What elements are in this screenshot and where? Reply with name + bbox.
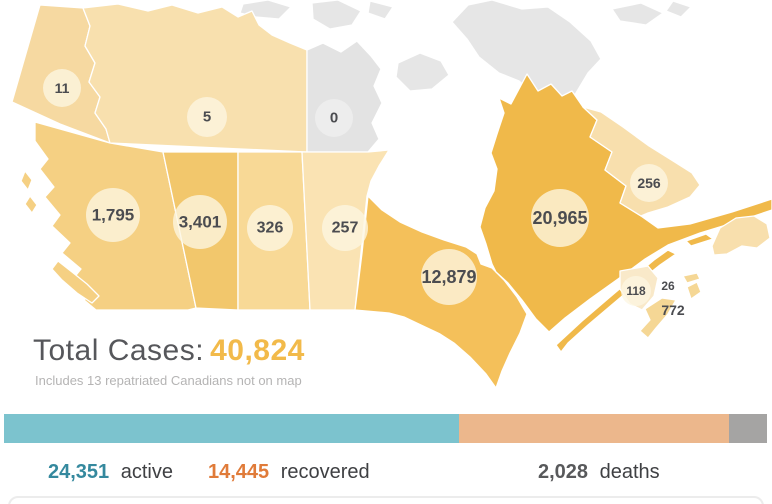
case-badge-circle-nt — [187, 97, 227, 137]
case-count-yt: 11 — [55, 80, 70, 96]
total-cases-value: 40,824 — [210, 334, 305, 367]
case-count-mb: 257 — [332, 220, 359, 237]
case-count-qc: 20,965 — [532, 208, 587, 228]
recovered-label: recovered — [280, 461, 370, 483]
case-badge-circle-qc — [531, 189, 589, 247]
cases-breakdown-bar — [4, 414, 768, 443]
bar-segment-recovered — [459, 414, 730, 443]
case-count-nt: 5 — [203, 109, 211, 126]
arctic-island-baffin — [451, 0, 602, 106]
cape-breton-island[interactable] — [686, 281, 702, 300]
stat-recovered: 14,445 recovered — [208, 461, 370, 484]
stats-row: 24,351 active 14,445 recovered 2,028 dea… — [0, 461, 772, 491]
case-badges-group: 11 5 0 1,795 3,401 326 257 12,879 20,965 256 118 26… — [43, 69, 685, 318]
case-badge-circle-nb — [621, 276, 651, 306]
case-badge-circle-bc — [86, 188, 140, 242]
bottom-card-edge — [8, 496, 764, 504]
case-badge-circle-nu — [315, 99, 353, 137]
case-count-nb: 118 — [626, 284, 646, 298]
case-count-ab: 3,401 — [179, 213, 222, 232]
case-badge-circle-sk — [247, 205, 293, 251]
provinces-group — [11, 3, 772, 389]
case-count-sk: 326 — [257, 220, 284, 237]
anticosti-island[interactable] — [685, 233, 714, 247]
case-badge-circle-ab — [173, 195, 227, 249]
arctic-island — [665, 0, 692, 18]
province-labrador[interactable] — [582, 106, 701, 217]
canada-map: 11 5 0 1,795 3,401 326 257 12,879 20,965 256 118 26… — [11, 0, 772, 389]
case-badge-circle-nl — [630, 164, 668, 202]
case-count-pe: 26 — [661, 279, 675, 293]
arctic-island — [611, 2, 664, 26]
case-badge-circle-mb — [322, 205, 368, 251]
case-badge-circle-yt — [43, 69, 81, 107]
arctic-island — [395, 52, 450, 92]
active-count: 24,351 — [48, 461, 110, 483]
recovered-count: 14,445 — [208, 461, 270, 483]
haida-gwaii-island[interactable] — [24, 195, 38, 214]
bar-segment-active — [4, 414, 460, 443]
province-nova-scotia[interactable] — [639, 297, 677, 339]
arctic-island — [311, 0, 362, 30]
stat-deaths: 2,028 deaths — [538, 461, 660, 484]
case-badge-circle-on — [421, 249, 477, 305]
case-count-nl: 256 — [637, 175, 661, 191]
province-nunavut[interactable] — [306, 40, 383, 153]
repatriated-note: Includes 13 repatriated Canadians not on… — [35, 373, 302, 388]
total-cases-block: Total Cases: 40,824 Includes 13 repatriat… — [33, 334, 305, 388]
vancouver-island[interactable] — [51, 260, 100, 304]
case-count-bc: 1,795 — [92, 206, 135, 225]
case-count-nu: 0 — [330, 110, 338, 127]
arctic-island — [367, 0, 394, 20]
deaths-label: deaths — [599, 461, 660, 483]
active-label: active — [120, 461, 173, 483]
arctic-islands-group — [239, 0, 692, 106]
province-northwest-territories[interactable] — [82, 3, 308, 153]
stat-active: 24,351 active — [48, 461, 173, 484]
case-count-on: 12,879 — [421, 267, 476, 287]
deaths-count: 2,028 — [538, 461, 589, 483]
total-cases-label: Total Cases: — [33, 334, 205, 367]
newfoundland-island[interactable] — [711, 215, 771, 256]
case-count-ns: 772 — [661, 302, 685, 318]
bar-segment-deaths — [729, 414, 768, 443]
province-prince-edward-island[interactable] — [682, 272, 701, 284]
haida-gwaii-island[interactable] — [20, 170, 33, 191]
